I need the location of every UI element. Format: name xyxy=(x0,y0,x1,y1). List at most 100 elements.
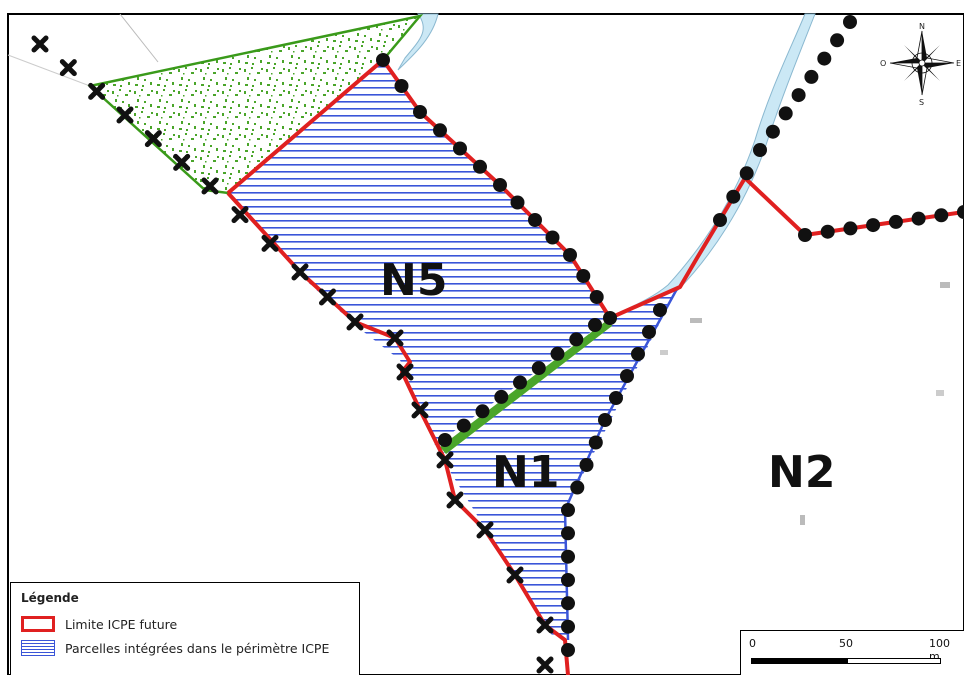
cross-marker xyxy=(446,491,464,509)
dot-marker xyxy=(453,141,467,156)
dot-marker xyxy=(911,211,926,226)
legend-item-label: Limite ICPE future xyxy=(65,616,178,632)
dot-marker xyxy=(561,526,575,541)
dot-marker xyxy=(561,503,575,517)
dot-marker xyxy=(563,248,577,262)
zone-label-n5: N5 xyxy=(380,255,447,306)
cross-marker xyxy=(411,401,429,419)
dot-marker xyxy=(473,159,487,174)
cross-marker xyxy=(506,566,524,584)
cross-marker xyxy=(59,59,77,77)
cross-marker xyxy=(476,521,494,539)
dot-marker xyxy=(957,205,964,219)
scale-bar: 0 50 100 m xyxy=(740,630,964,675)
map-fragment xyxy=(940,282,950,288)
dot-marker xyxy=(438,433,452,447)
dot-marker xyxy=(934,208,949,223)
dot-marker xyxy=(433,123,447,138)
dot-marker xyxy=(545,230,560,245)
legend-item-label: Parcelles intégrées dans le périmètre IC… xyxy=(65,640,330,656)
parcel-n5 xyxy=(228,60,610,445)
scale-segment-black xyxy=(751,658,847,664)
cross-boundary-markers xyxy=(31,35,554,674)
map-fragment xyxy=(690,318,702,323)
dot-marker xyxy=(589,290,604,304)
dot-marker xyxy=(413,105,427,119)
dot-marker xyxy=(620,369,634,383)
dot-marker xyxy=(726,189,741,204)
zone-label-n2: N2 xyxy=(768,447,835,498)
cross-marker xyxy=(346,313,364,331)
dot-marker xyxy=(561,549,575,564)
cross-marker xyxy=(116,106,134,124)
legend-swatch-red-outline xyxy=(21,616,55,632)
dot-marker xyxy=(804,69,819,84)
cross-marker xyxy=(536,616,554,634)
map-fragment xyxy=(800,515,805,525)
dot-marker xyxy=(376,53,390,67)
dot-marker xyxy=(570,480,585,495)
compass-o: O xyxy=(880,59,886,68)
dot-marker xyxy=(843,221,858,236)
legend-swatch-blue-hatch xyxy=(21,640,55,656)
cross-marker xyxy=(144,130,162,148)
dot-marker xyxy=(513,375,527,390)
dot-marker xyxy=(475,404,490,419)
parcel-n1 xyxy=(440,287,678,640)
dot-marker xyxy=(778,106,793,121)
dot-marker xyxy=(843,15,857,29)
scale-tick-0: 0 xyxy=(749,637,756,650)
compass-n: N xyxy=(919,22,925,31)
dot-marker xyxy=(609,391,623,405)
scale-tick-100: 100 m xyxy=(929,637,950,663)
compass-e: E xyxy=(956,59,961,68)
cross-marker xyxy=(88,82,106,100)
dot-marker xyxy=(531,361,546,376)
cross-marker xyxy=(173,153,191,171)
road-line xyxy=(7,54,91,87)
dot-marker xyxy=(561,643,575,657)
dot-marker xyxy=(753,143,767,157)
dot-marker xyxy=(817,51,832,66)
cross-marker xyxy=(261,234,279,252)
dot-marker xyxy=(642,325,656,339)
dot-marker xyxy=(394,79,409,93)
legend-item: Parcelles intégrées dans le périmètre IC… xyxy=(21,637,349,659)
dot-marker xyxy=(791,88,806,103)
legend-box: Légende Limite ICPE future Parcelles int… xyxy=(10,582,360,675)
dot-marker xyxy=(603,311,617,325)
dot-marker xyxy=(576,269,591,283)
dot-marker xyxy=(588,318,602,332)
cross-marker xyxy=(319,288,336,306)
cross-marker xyxy=(436,451,454,469)
dot-marker xyxy=(739,166,754,181)
compass-rose-icon: N S E O xyxy=(880,22,961,107)
dot-marker xyxy=(456,418,471,433)
cross-marker xyxy=(201,177,219,195)
dot-marker xyxy=(765,124,780,139)
dot-marker xyxy=(561,619,575,634)
dot-marker xyxy=(598,413,612,427)
scale-segment-white xyxy=(847,658,941,664)
compass-s: S xyxy=(919,98,924,107)
cross-marker xyxy=(536,656,554,674)
cross-marker xyxy=(31,35,49,53)
dot-marker xyxy=(888,214,903,229)
dot-marker xyxy=(579,458,594,472)
river xyxy=(397,13,439,71)
dot-marker xyxy=(631,347,645,361)
cross-marker xyxy=(291,263,309,281)
dot-marker xyxy=(798,228,812,242)
dot-marker xyxy=(653,303,667,317)
map-fragment xyxy=(936,390,944,396)
cross-marker xyxy=(396,363,414,381)
dot-marker xyxy=(494,389,509,404)
dot-marker xyxy=(493,178,507,192)
dot-marker xyxy=(588,435,603,450)
cross-marker xyxy=(231,206,249,224)
dot-marker xyxy=(561,596,575,611)
map-fragment xyxy=(660,350,668,355)
dot-marker xyxy=(866,218,881,233)
scale-tick-50: 50 xyxy=(839,637,853,650)
